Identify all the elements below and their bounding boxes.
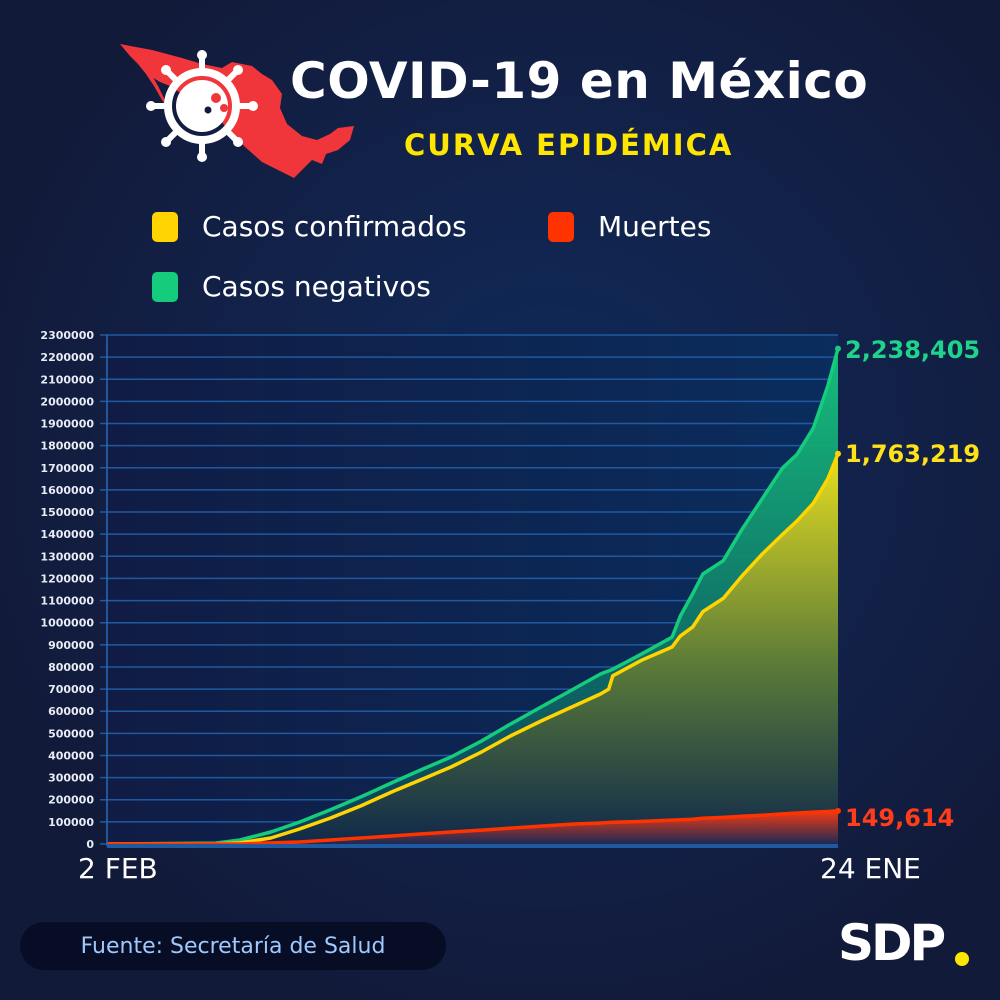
y-tick-label: 1500000 — [40, 506, 94, 519]
area-muertes — [107, 810, 838, 844]
y-axis-ticks: 0 100000 200000 300000 400000 500000 600000 700… — [40, 329, 94, 851]
x-axis-start-label: 2 FEB — [78, 852, 158, 885]
y-tick-label: 300000 — [48, 772, 94, 785]
y-tick-label: 0 — [86, 838, 94, 851]
series-lines — [106, 345, 841, 846]
source-text: Fuente: Secretaría de Salud — [80, 933, 386, 959]
data-label-negativos: 2,238,405 — [845, 336, 981, 364]
page-title: COVID-19 en México — [290, 52, 869, 110]
y-tick-label: 800000 — [48, 661, 94, 674]
y-tick-label: 400000 — [48, 749, 94, 762]
line-muertes — [107, 809, 839, 846]
epidemic-curve-chart: 0 100000 200000 300000 400000 500000 600000 700… — [40, 329, 841, 851]
line-negativos — [106, 348, 840, 846]
y-tick-label: 700000 — [48, 683, 94, 696]
legend-label: Casos confirmados — [202, 210, 467, 243]
y-tick-label: 1200000 — [40, 572, 94, 585]
series-areas — [107, 348, 838, 844]
y-tick-label: 1900000 — [40, 418, 94, 431]
end-point-negativos — [835, 345, 841, 352]
data-label-muertes: 149,614 — [845, 804, 955, 832]
y-tick-label: 100000 — [48, 816, 94, 829]
brand-logo-dot — [955, 952, 969, 966]
legend-item-confirmados: Casos confirmados — [152, 210, 467, 243]
legend-item-negativos: Casos negativos — [152, 270, 431, 303]
end-point-muertes — [835, 807, 841, 814]
area-confirmados — [107, 453, 838, 844]
y-tick-label: 2300000 — [40, 329, 94, 342]
y-tick-label: 2200000 — [40, 351, 94, 364]
source-badge: Fuente: Secretaría de Salud — [20, 922, 446, 970]
y-tick-label: 1800000 — [40, 440, 94, 453]
y-tick-label: 2100000 — [40, 373, 94, 386]
y-tick-label: 900000 — [48, 639, 94, 652]
legend-label: Casos negativos — [202, 270, 431, 303]
legend-swatch-muertes — [548, 211, 574, 242]
legend-swatch-confirmados — [152, 211, 178, 242]
legend-item-muertes: Muertes — [548, 210, 711, 243]
legend-label: Muertes — [598, 210, 712, 243]
y-tick-label: 1700000 — [40, 462, 94, 475]
y-tick-label: 200000 — [48, 794, 94, 807]
end-point-confirmados — [835, 450, 841, 457]
line-confirmados — [107, 453, 840, 846]
y-tick-label: 1400000 — [40, 528, 94, 541]
y-tick-label: 600000 — [48, 705, 94, 718]
y-tick-label: 500000 — [48, 727, 94, 740]
virus-icon — [146, 50, 258, 162]
brand-logo: SDP — [838, 914, 946, 972]
page-subtitle: CURVA EPIDÉMICA — [404, 128, 734, 162]
y-tick-label: 1300000 — [40, 550, 94, 563]
y-tick-label: 1600000 — [40, 484, 94, 497]
data-label-confirmados: 1,763,219 — [845, 440, 981, 468]
y-tick-label: 1000000 — [40, 617, 94, 630]
mexico-map-virus-icon — [120, 44, 354, 178]
y-tick-label: 2000000 — [40, 395, 94, 408]
y-tick-label: 1100000 — [40, 595, 94, 608]
legend-swatch-negativos — [152, 271, 178, 302]
x-axis-end-label: 24 ENE — [820, 852, 921, 885]
